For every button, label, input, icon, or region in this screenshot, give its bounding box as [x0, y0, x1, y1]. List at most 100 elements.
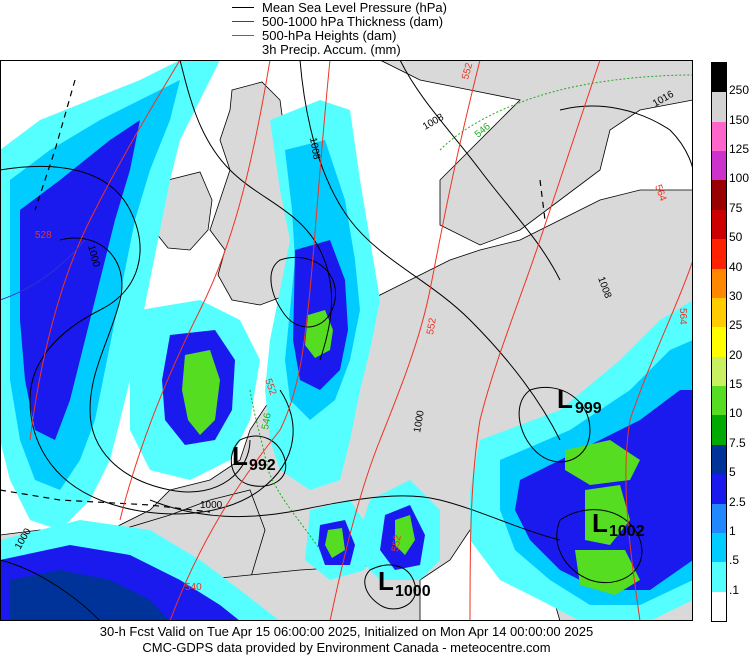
colorbar-segment [712, 327, 726, 357]
colorbar-segment [712, 63, 726, 93]
isobar-line [299, 60, 561, 441]
thickness-line-cold [0, 239, 86, 301]
height-contours [29, 60, 693, 621]
legend-label: 500-hPa Heights (dam) [262, 27, 397, 43]
isobar-line [149, 495, 561, 541]
weather-map[interactable]: 1000 1000 1000 1008 1008 1016 1008 1000 … [0, 60, 693, 621]
low-value: 999 [575, 400, 602, 417]
precip-cell-med-green [395, 515, 415, 555]
pressure-center-999[interactable]: L 999 [557, 384, 602, 417]
legend-label: 500-1000 hPa Thickness (dam) [262, 13, 444, 29]
colorbar-segment [712, 591, 726, 621]
height-label: 552 [390, 534, 404, 553]
precip-swatch-placeholder [232, 49, 254, 50]
isobar-line [270, 256, 336, 328]
colorbar-tick-label: .5 [729, 553, 740, 568]
height-label: 540 [185, 582, 202, 593]
height-line [469, 60, 601, 621]
heights-line-swatch [232, 34, 254, 36]
trough-line [0, 489, 211, 513]
low-marker: L [378, 566, 394, 596]
precip-fields [0, 60, 693, 621]
isobar-line [59, 237, 251, 493]
legend-label: 3h Precip. Accum. (mm) [262, 41, 401, 57]
precip-cell-central-green [305, 310, 333, 358]
isobar-label: 1000 [412, 409, 427, 433]
colorbar-tick-label: 50 [729, 230, 743, 245]
legend-label: Mean Sea Level Pressure (hPa) [262, 0, 447, 15]
colorbar-segment [712, 444, 726, 475]
low-value: 1002 [609, 523, 645, 540]
precip-band-sw-dark [10, 570, 170, 621]
colorbar-tick-label: 1 [729, 523, 736, 538]
legend-item-precip: 3h Precip. Accum. (mm) [232, 41, 401, 57]
isobar-line [518, 386, 591, 463]
colorbar-segment [712, 121, 726, 152]
height-line [329, 60, 481, 621]
height-line [169, 60, 331, 621]
height-label: 528 [35, 230, 52, 241]
colorbar-tick-label: 15 [729, 377, 743, 392]
colorbar-tick-label: 100 [729, 171, 750, 186]
forecast-valid-line: 30-h Fcst Valid on Tue Apr 15 06:00:00 2… [99, 624, 594, 639]
scandinavia-land [379, 60, 693, 246]
colorbar-tick-label: 150 [729, 112, 750, 127]
trough-line [539, 179, 546, 221]
isobar-label: 1008 [307, 137, 322, 161]
thickness-line-swatch [232, 20, 254, 22]
colorbar-segment [712, 503, 726, 533]
height-label: 552 [460, 61, 475, 80]
colorbar-tick-label: 25 [729, 318, 743, 333]
map-canvas: 1000 1000 1000 1008 1008 1016 1008 1000 … [0, 60, 693, 621]
pressure-center-1000[interactable]: L 1000 [378, 566, 431, 600]
trough-lines [0, 79, 546, 513]
colorbar-tick-label: 7.5 [729, 435, 746, 450]
colorbar-tick-label: .1 [729, 582, 740, 597]
isobar-line [0, 165, 294, 515]
isobar-line [0, 559, 101, 621]
colorbar-segment [712, 297, 726, 328]
legend-item-pressure: Mean Sea Level Pressure (hPa) [232, 0, 447, 15]
isobar-line [230, 435, 287, 487]
height-line [29, 60, 181, 441]
low-value: 1000 [395, 583, 431, 600]
colorbar-segment [712, 239, 726, 269]
colorbar-tick-label: 75 [729, 200, 743, 215]
low-marker: L [232, 441, 248, 471]
trough-line [34, 79, 76, 211]
colorbar-segment [712, 474, 726, 504]
precip-cell-biscay-green [182, 350, 220, 435]
precip-cell-se-green-2 [585, 485, 630, 545]
isobar-line [399, 60, 561, 281]
map-legend: Mean Sea Level Pressure (hPa) 500-1000 h… [0, 0, 750, 58]
map-border [0, 60, 693, 621]
height-line [625, 259, 693, 621]
isobar-line [364, 564, 417, 610]
colorbar-segment [712, 268, 726, 298]
pressure-line-swatch [232, 6, 254, 8]
colorbar-segment [712, 415, 726, 445]
colorbar-segment [712, 151, 726, 181]
low-marker: L [592, 508, 608, 538]
thickness-contours [0, 74, 693, 551]
colorbar-tick-label: 40 [729, 259, 743, 274]
pressure-center-992[interactable]: L 992 [232, 441, 276, 474]
pressure-center-1002[interactable]: L 1002 [592, 508, 645, 540]
precip-cell-iberia-green [325, 528, 345, 558]
colorbar-segment [712, 562, 726, 592]
isobar-lines [0, 60, 693, 621]
colorbar-segment [712, 180, 726, 210]
colorbar-segment [712, 209, 726, 240]
colorbar-tick-label: 20 [729, 347, 743, 362]
colorbar-tick-label: 125 [729, 142, 750, 157]
thickness-line-warm [249, 389, 321, 551]
legend-item-heights: 500-hPa Heights (dam) [232, 27, 397, 43]
isobar-label: 1000 [200, 500, 223, 511]
precip-band-west-blue [20, 120, 140, 440]
isobar-line [556, 509, 643, 584]
height-line [119, 60, 271, 521]
precip-colorbar [711, 62, 727, 622]
colorbar-tick-label: 250 [729, 83, 750, 98]
thickness-line-warm [439, 74, 693, 151]
colorbar-segment [712, 356, 726, 387]
